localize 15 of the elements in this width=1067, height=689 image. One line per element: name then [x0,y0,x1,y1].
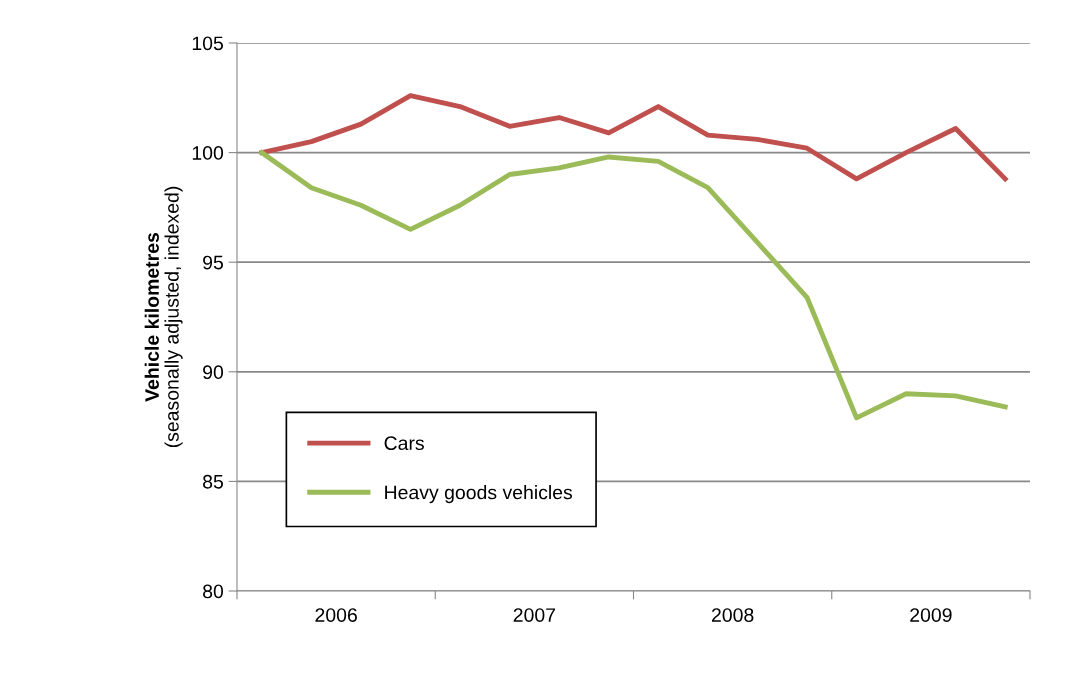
x-tick-label: 2009 [910,608,952,622]
y-axis-title: Vehicle kilometres (seasonally adjusted, indexed) [144,186,183,448]
legend-label: Heavy goods vehicles [385,485,573,504]
line-series [259,93,1008,182]
y-tick-label: 90 [203,365,224,380]
y-tick-label: 80 [203,584,224,599]
x-tick-label: 2007 [513,608,556,622]
line-series [259,150,1008,421]
y-tick-label: 100 [192,146,224,160]
legend-label: Cars [384,436,424,451]
y-tick-label: 85 [203,474,223,489]
x-tick-label: 2006 [315,608,357,622]
x-tick-label: 2008 [711,608,754,622]
y-tick-label: 95 [203,255,223,270]
y-tick-label: 105 [192,36,223,51]
